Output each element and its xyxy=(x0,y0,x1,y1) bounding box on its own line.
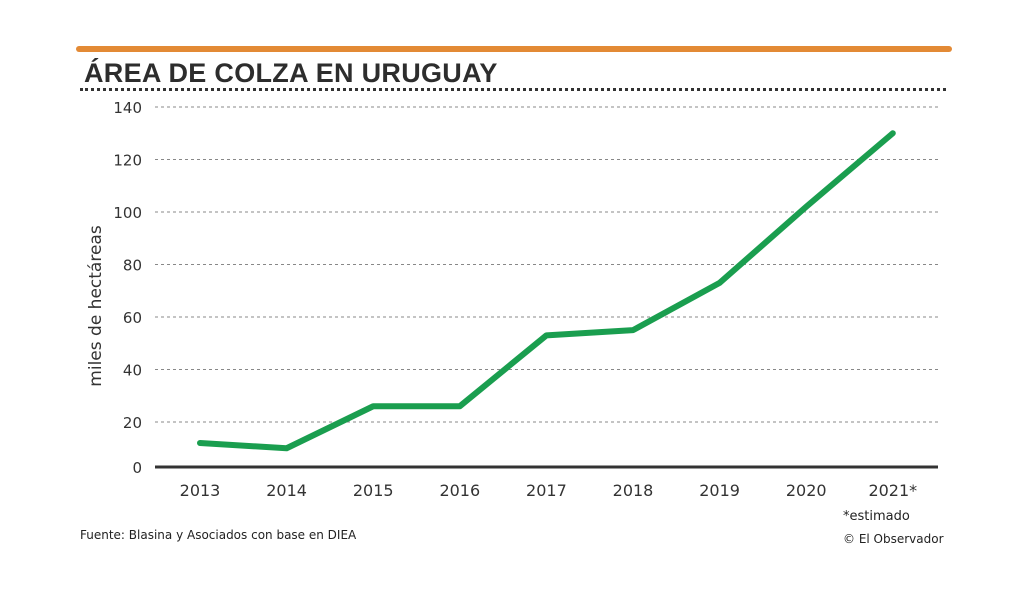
x-tick-label: 2013 xyxy=(180,481,221,500)
y-tick-label: 140 xyxy=(113,99,142,117)
x-tick-label: 2014 xyxy=(266,481,307,500)
title-divider xyxy=(80,88,946,91)
series-line xyxy=(197,130,896,452)
x-tick-label: 2018 xyxy=(613,481,654,500)
chart-title: ÁREA DE COLZA EN URUGUAY xyxy=(84,58,498,88)
x-tick-label: 2021* xyxy=(868,481,917,500)
source-note: Fuente: Blasina y Asociados con base en … xyxy=(80,528,357,542)
x-tick-label: 2020 xyxy=(786,481,827,500)
x-tick-label: 2017 xyxy=(526,481,567,500)
y-tick-label: 0 xyxy=(132,459,142,477)
y-tick-label: 20 xyxy=(123,414,142,432)
title-accent-bar xyxy=(76,46,952,52)
y-tick-label: 120 xyxy=(113,152,142,170)
y-tick-label: 40 xyxy=(123,362,142,380)
y-tick-label: 100 xyxy=(113,204,142,222)
y-tick-label: 60 xyxy=(123,309,142,327)
credit: © El Observador xyxy=(843,532,944,546)
y-axis-label: miles de hectáreas xyxy=(86,225,106,387)
estimate-note: *estimado xyxy=(843,509,910,524)
x-tick-label: 2019 xyxy=(699,481,740,500)
y-tick-label: 80 xyxy=(123,257,142,275)
x-tick-label: 2015 xyxy=(353,481,394,500)
x-tick-label: 2016 xyxy=(439,481,480,500)
